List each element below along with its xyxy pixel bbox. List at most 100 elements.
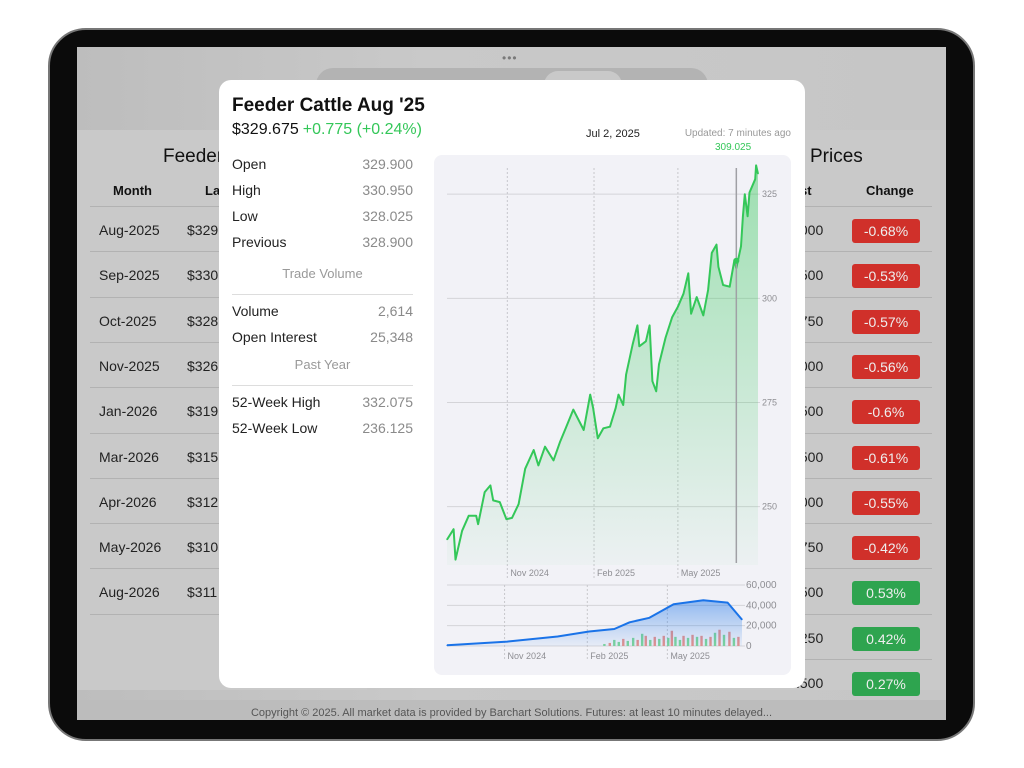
data-point	[552, 459, 555, 462]
stat-label: 52-Week Low	[232, 420, 318, 436]
price-line: $329.675 +0.775 (+0.24%)	[232, 121, 422, 139]
data-point	[622, 404, 624, 406]
change-badge[interactable]: -0.57%	[852, 309, 920, 334]
change-badge[interactable]: 0.42%	[852, 626, 920, 651]
x-tick-label: May 2025	[670, 651, 710, 661]
data-point	[658, 363, 660, 365]
change-badge[interactable]: 0.27%	[852, 672, 920, 696]
data-point	[617, 393, 620, 396]
cursor-dot	[733, 257, 740, 264]
divider	[232, 385, 413, 386]
data-point	[615, 407, 617, 409]
data-point	[559, 441, 561, 443]
data-point	[589, 393, 591, 396]
multitasking-dots-icon[interactable]: •••	[502, 51, 518, 65]
data-point	[665, 336, 667, 339]
data-point	[757, 173, 759, 175]
stat-value: 328.025	[362, 208, 413, 224]
stat-row: Previous 328.900	[232, 234, 413, 250]
row-month[interactable]: Sep-2025	[99, 267, 160, 284]
row-last[interactable]: $311	[187, 584, 218, 601]
cursor-date: Jul 2, 2025	[586, 128, 640, 140]
row-month[interactable]: Aug-2026	[99, 584, 160, 601]
row-last[interactable]: $310	[187, 539, 219, 556]
row-last[interactable]: $328	[187, 312, 219, 329]
change-badge[interactable]: -0.68%	[852, 219, 920, 243]
row-last[interactable]: $329	[187, 222, 219, 238]
data-point	[544, 446, 546, 448]
data-point	[524, 468, 526, 470]
row-month[interactable]: Aug-2025	[99, 222, 160, 238]
data-point	[717, 266, 720, 268]
data-point	[747, 215, 749, 217]
cursor-value: 309.025	[715, 142, 752, 153]
y-tick-label: 20,000	[746, 621, 777, 632]
data-point	[677, 306, 679, 308]
stat-label: High	[232, 182, 261, 198]
data-point	[583, 429, 585, 431]
data-point	[446, 644, 448, 646]
divider	[232, 294, 413, 295]
stat-label: Low	[232, 208, 258, 224]
data-point	[468, 515, 470, 517]
row-last[interactable]: $315	[187, 448, 219, 465]
x-tick-label: Nov 2024	[510, 568, 549, 578]
stat-value: 2,614	[377, 303, 413, 319]
y-tick-label: 300	[762, 293, 777, 303]
data-point	[632, 343, 634, 345]
data-point	[740, 245, 742, 247]
data-point	[461, 530, 463, 532]
change-badge[interactable]: -0.6%	[852, 400, 920, 425]
data-point	[636, 324, 638, 327]
data-point	[673, 603, 675, 605]
y-tick-label: 40,000	[746, 600, 777, 611]
data-point	[454, 558, 457, 561]
data-point	[696, 296, 698, 298]
change-badge[interactable]: -0.56%	[852, 354, 920, 379]
data-point	[702, 314, 704, 317]
row-month[interactable]: Nov-2025	[99, 357, 160, 374]
stat-label: Volume	[232, 303, 279, 319]
change-badge[interactable]: -0.55%	[852, 490, 920, 515]
data-point	[715, 243, 718, 246]
row-month[interactable]: Jan-2026	[99, 403, 158, 420]
stat-row: 52-Week High 332.075	[232, 394, 413, 410]
series-area	[447, 600, 742, 646]
row-last[interactable]: $326	[187, 357, 219, 374]
row-month[interactable]: Apr-2026	[99, 493, 157, 510]
change-badge[interactable]: 0.53%	[852, 581, 920, 606]
row-last[interactable]: $312	[187, 493, 219, 510]
data-point	[613, 628, 615, 630]
data-point	[537, 464, 540, 467]
data-point	[557, 635, 559, 638]
data-point	[484, 491, 486, 493]
y-tick-label: 60,000	[746, 580, 777, 591]
data-point	[628, 621, 631, 623]
row-month[interactable]: Mar-2026	[99, 448, 159, 465]
data-point	[707, 289, 709, 291]
row-last[interactable]: $319	[187, 403, 219, 420]
panel-title: Feeder	[163, 146, 224, 167]
change-badge[interactable]: -0.61%	[852, 445, 920, 470]
stat-label: Open	[232, 156, 267, 172]
change-badge[interactable]: -0.42%	[852, 536, 920, 561]
y-tick-label: 250	[762, 502, 777, 512]
data-point	[722, 284, 724, 286]
data-point	[518, 503, 520, 505]
data-point	[711, 252, 713, 254]
data-point	[649, 324, 651, 327]
x-tick-label: May 2025	[681, 568, 721, 578]
data-point	[742, 215, 744, 217]
row-last[interactable]: $330	[187, 267, 219, 284]
data-point	[754, 178, 756, 180]
data-point	[492, 499, 494, 502]
change-badge[interactable]: -0.53%	[852, 264, 920, 289]
row-month[interactable]: Oct-2025	[99, 312, 157, 329]
data-point	[651, 380, 654, 382]
row-month[interactable]: May-2026	[99, 539, 162, 556]
data-point	[446, 538, 448, 541]
data-point	[648, 617, 650, 619]
stat-value: 330.950	[362, 182, 413, 198]
series-line	[446, 164, 759, 561]
